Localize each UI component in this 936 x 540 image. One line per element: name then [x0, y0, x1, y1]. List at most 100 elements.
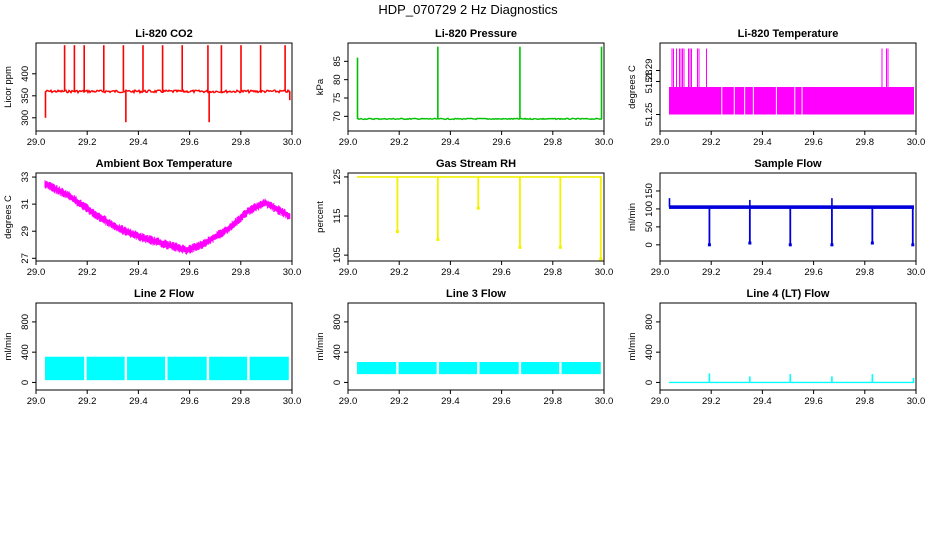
panel-5: Gas Stream RH percent 29.0 29.2 29.4 29.6 29.8… [315, 158, 613, 278]
series-dip-end [830, 243, 834, 247]
y-axis-label: degrees C [627, 65, 638, 109]
panel-6: Sample Flow ml/min 29.0 29.2 29.4 29.6 29.8 30.… [627, 158, 925, 278]
x-tick-label: 29.8 [232, 396, 251, 407]
series-block [209, 356, 248, 381]
y-tick-label: 300 [20, 110, 31, 126]
y-tick-label: 27 [20, 253, 31, 264]
x-tick-label: 29.8 [544, 267, 563, 278]
panel-8: Line 3 Flow ml/min 29.0 29.2 29.4 29.6 29.8 30.… [315, 288, 613, 407]
y-tick-label: 125 [332, 169, 343, 185]
panel-2: Li-820 Pressure kPa 29.0 29.2 29.4 29.6 29.8 30… [315, 28, 613, 148]
y-axis-label: ml/min [627, 333, 638, 361]
x-tick-label: 29.4 [129, 267, 148, 278]
x-tick-label: 29.6 [492, 267, 511, 278]
series-dip-end [436, 237, 440, 241]
x-tick-label: 29.6 [180, 267, 199, 278]
x-tick-label: 29.8 [232, 137, 251, 148]
y-tick-label: 800 [20, 314, 31, 330]
panel-3: Li-820 Temperature degrees C 29.0 29.2 29.4 2… [627, 28, 925, 148]
plot-frame [659, 172, 917, 262]
x-tick-label: 29.2 [702, 137, 721, 148]
x-tick-label: 29.0 [651, 267, 670, 278]
panel-title: Li-820 Temperature [738, 28, 839, 40]
series-line [44, 180, 291, 255]
y-tick-label: 800 [644, 314, 655, 330]
x-tick-label: 29.2 [390, 137, 409, 148]
series-burst [671, 48, 889, 115]
y-tick-label: 0 [332, 380, 343, 385]
x-tick-label: 30.0 [907, 137, 926, 148]
y-tick-label: 400 [20, 66, 31, 82]
x-tick-label: 30.0 [595, 137, 614, 148]
plot-frame [659, 302, 917, 391]
panel-title: Ambient Box Temperature [96, 158, 233, 170]
x-tick-label: 29.6 [804, 137, 823, 148]
y-tick-label: 50 [644, 222, 655, 233]
panel-title: Gas Stream RH [436, 158, 516, 170]
x-tick-label: 30.0 [907, 396, 926, 407]
x-tick-label: 29.6 [492, 137, 511, 148]
series-dip-end [476, 206, 480, 210]
y-tick-label: 115 [332, 208, 343, 223]
series-block [479, 362, 519, 375]
x-tick-label: 29.0 [27, 396, 46, 407]
plot-frame [347, 172, 605, 262]
x-tick-label: 29.2 [78, 267, 97, 278]
y-axis-label: degrees C [3, 195, 14, 239]
x-tick-label: 29.2 [78, 396, 97, 407]
x-tick-label: 29.8 [856, 137, 875, 148]
plot-frame [35, 172, 293, 262]
plot-frame [347, 302, 605, 391]
series-block [398, 362, 437, 375]
y-tick-label: 105 [332, 247, 343, 263]
x-tick-label: 29.4 [129, 396, 148, 407]
y-tick-label: 150 [644, 183, 655, 199]
y-tick-label: 80 [332, 74, 343, 85]
x-tick-label: 29.0 [651, 396, 670, 407]
plot-frame [659, 42, 917, 132]
x-tick-label: 29.4 [753, 267, 772, 278]
x-tick-label: 29.4 [753, 137, 772, 148]
y-tick-label: 29 [20, 226, 31, 237]
y-tick-label: 75 [332, 93, 343, 104]
y-tick-label: 0 [20, 380, 31, 385]
x-tick-label: 29.8 [856, 396, 875, 407]
y-tick-label: 31 [20, 199, 31, 210]
series-dip-end [870, 241, 874, 245]
series-block [249, 356, 289, 381]
y-tick-label: 85 [332, 56, 343, 67]
x-tick-label: 30.0 [595, 267, 614, 278]
x-tick-label: 29.6 [804, 396, 823, 407]
series-band [669, 87, 914, 115]
panel-title: Line 2 Flow [134, 288, 194, 300]
panel-title: Line 4 (LT) Flow [747, 288, 830, 300]
panel-9: Line 4 (LT) Flow ml/min 29.0 29.2 29.4 29.6 29… [627, 288, 925, 407]
plot-frame [347, 42, 605, 132]
y-tick-label: 400 [644, 344, 655, 360]
y-tick-label: 0 [644, 242, 655, 247]
series-dip-end [395, 230, 399, 234]
panel-1: Li-820 CO2 Licor ppm 29.0 29.2 29.4 29.6 29.8 3… [3, 28, 301, 148]
y-tick-label: 400 [20, 344, 31, 360]
y-axis-label: kPa [315, 78, 326, 95]
y-tick-label: 51.29 [644, 59, 655, 83]
x-tick-label: 29.6 [804, 267, 823, 278]
x-tick-label: 29.8 [544, 137, 563, 148]
series-dip-end [599, 257, 603, 261]
x-tick-label: 29.0 [339, 267, 358, 278]
plot-frame [35, 42, 293, 132]
y-tick-label: 70 [332, 111, 343, 122]
series-block [167, 356, 207, 381]
y-tick-label: 33 [20, 172, 31, 183]
x-tick-label: 29.0 [339, 396, 358, 407]
series-block [357, 362, 397, 375]
x-tick-label: 29.8 [856, 267, 875, 278]
y-axis-label: percent [315, 201, 326, 233]
plot-frame [35, 302, 293, 391]
y-axis-label: ml/min [315, 333, 326, 361]
x-tick-label: 30.0 [283, 396, 302, 407]
panel-7: Line 2 Flow ml/min 29.0 29.2 29.4 29.6 29.8 30.… [3, 288, 301, 407]
x-tick-label: 29.2 [390, 396, 409, 407]
series-dip-end [558, 245, 562, 249]
